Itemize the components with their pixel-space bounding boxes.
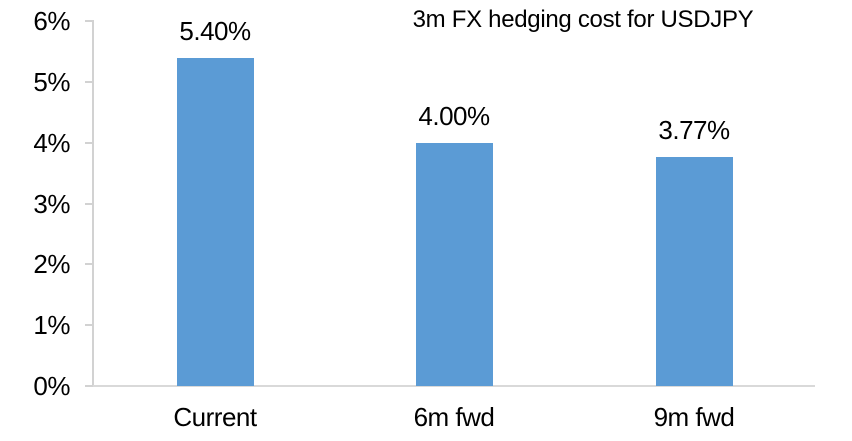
x-axis-line: [92, 385, 815, 387]
bar-6m-fwd: [416, 142, 493, 386]
y-tick-mark: [85, 385, 93, 387]
y-tick-mark: [85, 324, 93, 327]
chart-title: 3m FX hedging cost for USDJPY: [412, 6, 754, 33]
x-category-label-6m-fwd: 6m fwd: [413, 402, 495, 432]
y-tick-label: 0%: [33, 371, 70, 401]
y-tick-mark: [85, 263, 93, 266]
y-tick-mark: [85, 141, 93, 144]
y-tick-label: 4%: [33, 127, 70, 158]
bar-current: [177, 57, 254, 386]
y-tick-mark: [85, 20, 93, 22]
x-category-label-current: Current: [173, 402, 257, 432]
y-tick-label: 3%: [33, 188, 70, 219]
y-axis-line: [92, 20, 94, 386]
bar-9m-fwd: [656, 156, 733, 386]
y-tick-label: 6%: [33, 6, 70, 36]
data-label-current: 5.40%: [179, 15, 251, 46]
y-tick-mark: [85, 80, 93, 83]
x-category-label-9m-fwd: 9m fwd: [653, 402, 735, 432]
y-tick-mark: [85, 202, 93, 205]
y-tick-label: 1%: [33, 310, 70, 341]
data-label-6m-fwd: 4.00%: [418, 100, 490, 131]
plot-area: 5.40% 4.00% 3.77%: [94, 15, 815, 386]
y-tick-label: 5%: [33, 66, 70, 97]
y-tick-label: 2%: [33, 249, 70, 280]
data-label-9m-fwd: 3.77%: [658, 114, 730, 145]
